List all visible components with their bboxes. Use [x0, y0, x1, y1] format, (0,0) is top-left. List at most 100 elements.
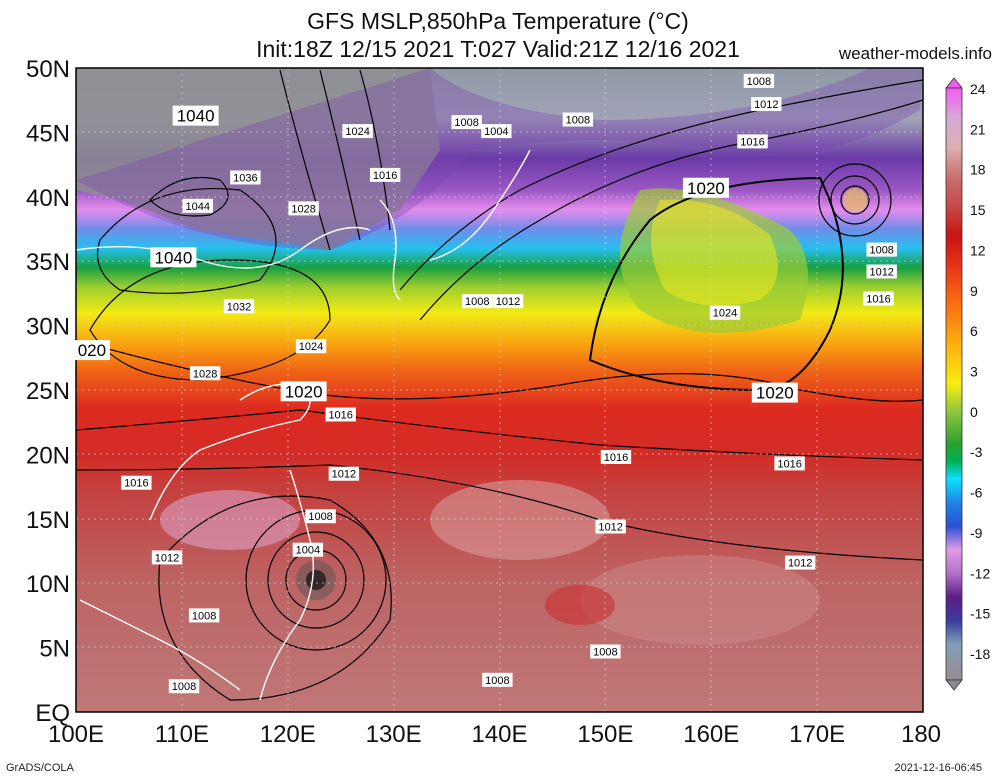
isobar-label: 1032 [223, 299, 255, 314]
svg-text:1020: 1020 [285, 382, 323, 401]
svg-text:1036: 1036 [233, 172, 257, 184]
svg-text:1016: 1016 [777, 458, 801, 470]
svg-text:1024: 1024 [299, 341, 323, 353]
colorbar-label: -12 [970, 565, 990, 581]
isobar-label: 1008 [305, 509, 336, 524]
isobar-label: 1020 [751, 382, 798, 403]
lat-label: 25N [26, 378, 70, 405]
isobar-label: 1004 [292, 542, 324, 557]
lat-label: 35N [26, 249, 70, 276]
lon-label: 140E [471, 721, 527, 748]
colorbar-top-arrow [945, 77, 963, 89]
svg-text:1016: 1016 [604, 452, 628, 464]
svg-text:1012: 1012 [332, 469, 356, 481]
isobar-label: 1008 [168, 679, 200, 694]
map-subtitle: Init:18Z 12/15 2021 T:027 Valid:21Z 12/1… [256, 36, 740, 62]
colorbar-label: 24 [970, 81, 986, 97]
isobar-label: 1028 [189, 366, 221, 381]
isobar-label: 1008 [451, 115, 482, 130]
isobar-label: 1024 [709, 305, 741, 320]
isobar-label: 1016 [737, 134, 768, 149]
svg-text:020: 020 [78, 341, 106, 360]
colorbar-label: 9 [970, 283, 978, 299]
lon-label: 170E [789, 721, 845, 748]
svg-text:1028: 1028 [291, 203, 315, 215]
svg-text:1004: 1004 [296, 545, 320, 557]
svg-text:1032: 1032 [227, 301, 251, 313]
svg-text:1008: 1008 [593, 646, 617, 658]
lat-label: 10N [26, 571, 70, 598]
svg-text:1012: 1012 [869, 267, 893, 279]
svg-text:1008: 1008 [485, 675, 509, 687]
svg-text:1024: 1024 [713, 308, 737, 320]
svg-text:1028: 1028 [193, 368, 217, 380]
footer-credit: GrADS/COLA [6, 762, 74, 774]
svg-text:1016: 1016 [866, 294, 890, 306]
lat-label: 20N [26, 442, 70, 469]
isobar-label: 1024 [295, 339, 327, 354]
isobar-label: 1012 [751, 97, 782, 112]
isobar-label: 1004 [481, 124, 512, 139]
latitude-labels: 50N 45N 40N 35N 30N 25N 20N 15N 10N 5N EQ [26, 56, 70, 727]
colorbar-labels: 24 21 18 15 12 9 6 3 0 -3 -6 -9 -12 -15 -18 [970, 81, 990, 662]
colorbar-label: -15 [970, 606, 990, 622]
svg-text:1008: 1008 [308, 511, 332, 523]
colorbar-label: -6 [970, 485, 983, 501]
isobar-label: 1016 [863, 291, 894, 306]
colorbar-label: 21 [970, 121, 986, 137]
lat-label: 30N [26, 314, 70, 341]
isobar-label: 1012 [328, 466, 360, 481]
svg-text:1020: 1020 [687, 179, 725, 198]
svg-text:1008: 1008 [747, 76, 771, 88]
svg-text:1012: 1012 [155, 552, 179, 564]
colorbar-label: 18 [970, 162, 986, 178]
colorbar: 24 21 18 15 12 9 6 3 0 -3 -6 -9 -12 -15 -18 [945, 77, 990, 691]
lon-label: 130E [366, 721, 422, 748]
svg-text:1044: 1044 [186, 201, 210, 213]
svg-text:1008: 1008 [192, 610, 216, 622]
lon-label: 160E [683, 721, 739, 748]
colorbar-label: 15 [970, 202, 986, 218]
lat-label: EQ [35, 700, 70, 727]
lon-label: 150E [577, 721, 633, 748]
svg-text:1016: 1016 [373, 170, 397, 182]
svg-text:1024: 1024 [345, 126, 369, 138]
isobar-label: 1008 [743, 73, 775, 88]
map-title: GFS MSLP,850hPa Temperature (°C) [307, 8, 689, 34]
svg-text:1004: 1004 [484, 126, 508, 138]
lon-label: 100E [48, 721, 104, 748]
svg-text:1008: 1008 [465, 296, 489, 308]
isobar-label: 1024 [342, 124, 373, 139]
svg-text:1008: 1008 [454, 117, 478, 129]
colorbar-label: -9 [970, 525, 983, 541]
svg-text:1012: 1012 [496, 296, 520, 308]
isobar-label: 1016 [121, 475, 152, 490]
coastlines [76, 149, 531, 701]
svg-text:1016: 1016 [124, 478, 148, 490]
svg-text:1020: 1020 [756, 384, 794, 403]
colorbar-bottom-arrow [945, 679, 963, 691]
colorbar-label: 6 [970, 323, 978, 339]
isobar-label: 1008 [590, 644, 621, 659]
isobar-label: 1008 [482, 672, 513, 687]
site-label: weather-models.info [838, 44, 992, 63]
lat-label: 50N [26, 56, 70, 83]
svg-text:1012: 1012 [598, 522, 622, 534]
lon-label: 110E [155, 721, 209, 748]
svg-text:1016: 1016 [740, 136, 764, 148]
lat-label: 45N [26, 120, 70, 147]
colorbar-label: -3 [970, 444, 983, 460]
isobar-label: 1008 [562, 112, 594, 127]
svg-text:1008: 1008 [172, 681, 196, 693]
lat-label: 40N [26, 185, 70, 212]
isobar-label: 1028 [288, 201, 319, 216]
isobar-label: 1040 [150, 247, 197, 268]
colorbar-label: 12 [970, 242, 986, 258]
isobar-label: 1012 [595, 519, 626, 534]
isobar-label: 020 [73, 340, 110, 361]
isobar-label: 1044 [182, 198, 213, 213]
isobar-label: 1016 [600, 449, 632, 464]
isobar-label: 1008 [188, 608, 220, 623]
isobar-label: 1036 [230, 170, 261, 185]
